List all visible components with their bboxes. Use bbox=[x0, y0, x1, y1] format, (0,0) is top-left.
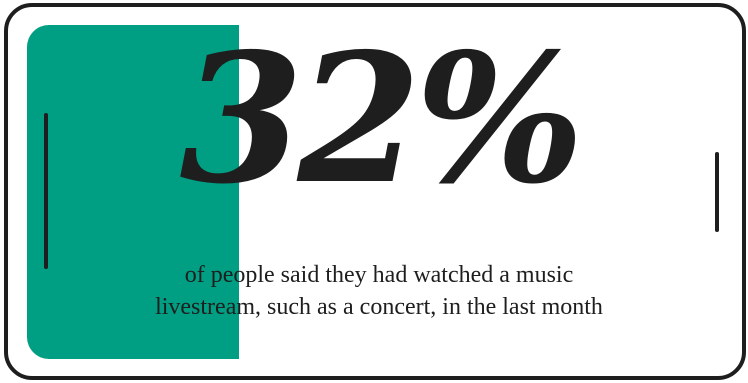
caption-line-2: livestream, such as a concert, in the la… bbox=[155, 294, 603, 320]
stat-caption: of people said they had watched a music … bbox=[68, 259, 690, 323]
phone-side-button-left bbox=[44, 113, 48, 269]
stat-value: 32% bbox=[179, 14, 585, 223]
caption-line-1: of people said they had watched a music bbox=[184, 262, 574, 288]
phone-side-button-right bbox=[715, 152, 719, 232]
accent-block bbox=[27, 25, 239, 359]
phone-frame: 32% of people said they had watched a mu… bbox=[4, 3, 746, 380]
